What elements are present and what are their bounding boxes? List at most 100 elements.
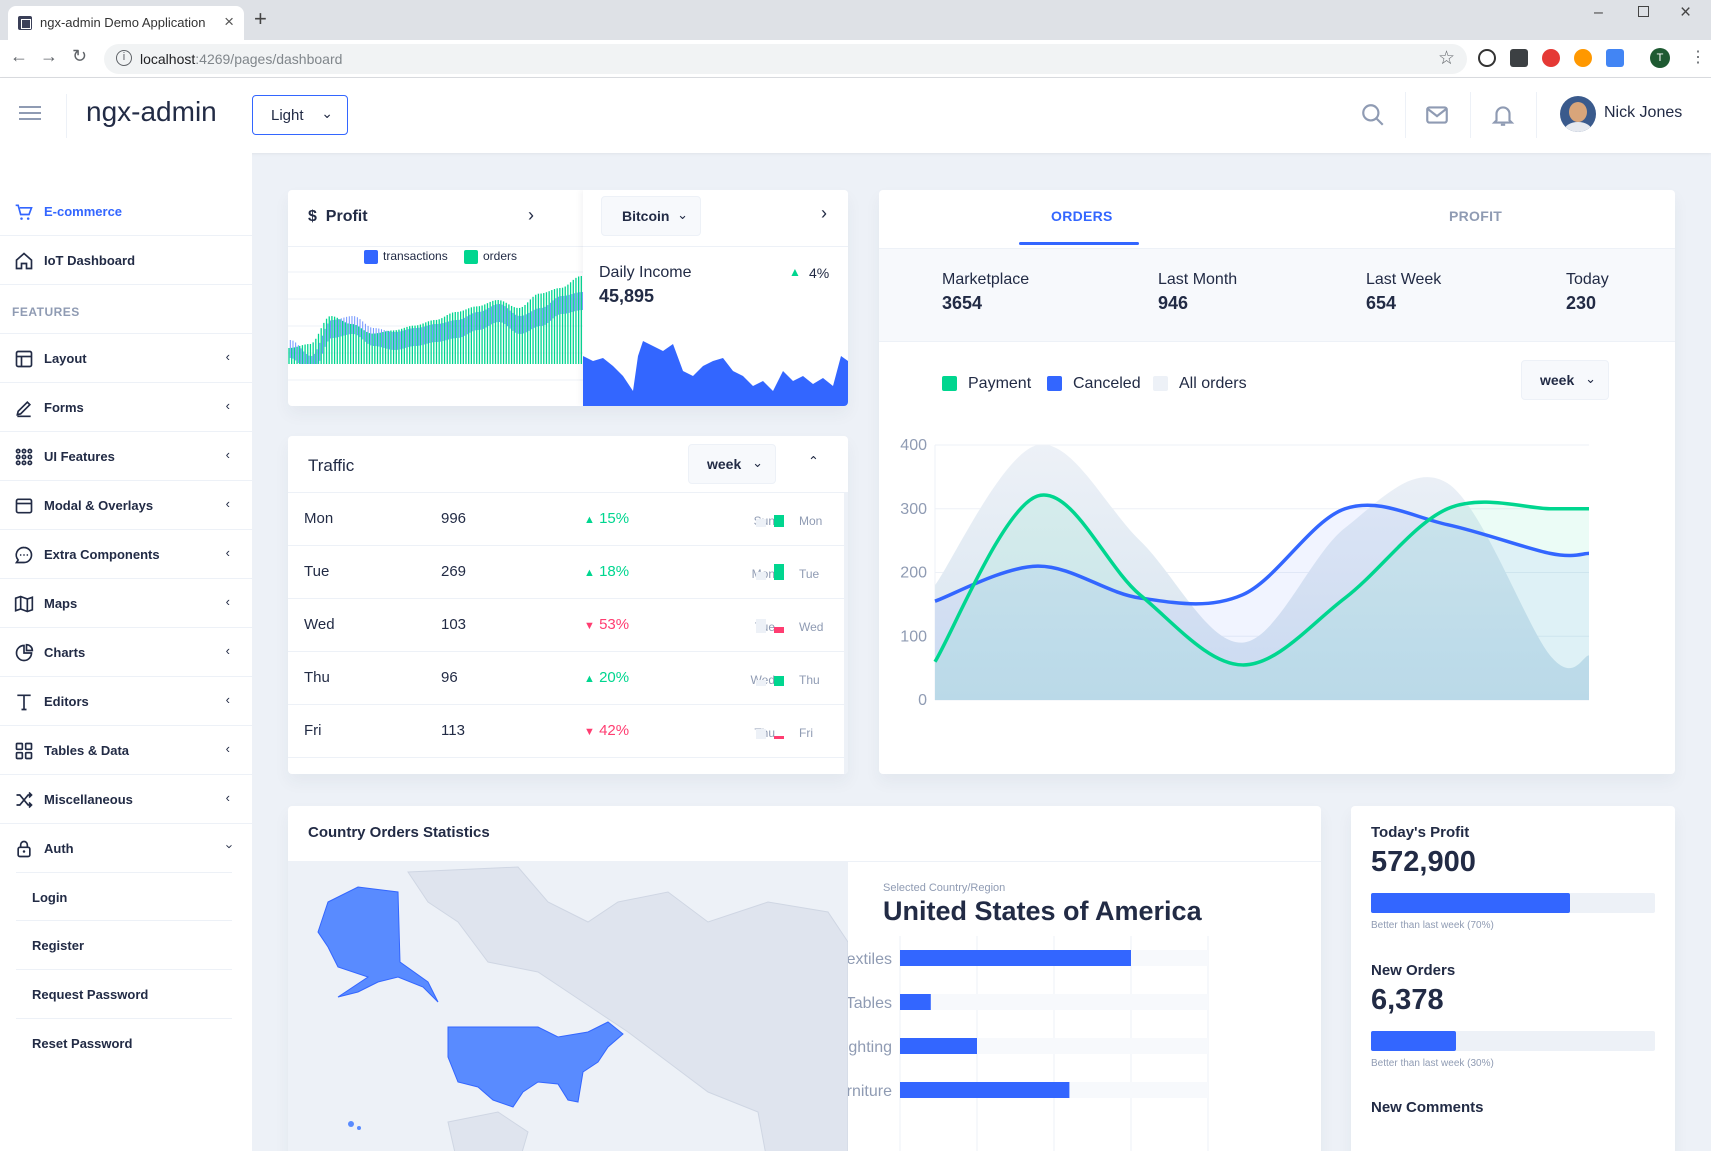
sidebar-subitem-label: Login <box>32 890 68 905</box>
bookmark-star-icon[interactable]: ☆ <box>1437 48 1455 69</box>
browser-tab[interactable]: ngx-admin Demo Application × <box>8 6 244 40</box>
features-group <box>0 285 252 334</box>
traffic-period-value: week <box>707 456 742 472</box>
menu-toggle-icon[interactable] <box>19 106 41 122</box>
chevron-left-icon: ‹ <box>225 692 230 707</box>
sidebar-item-label: Editors <box>44 694 89 709</box>
traffic-period-select[interactable]: week ⌄ <box>688 444 776 484</box>
country-divider <box>288 861 1321 862</box>
country-bar[interactable] <box>900 1082 1070 1098</box>
summary-marketplace: Marketplace 3654 <box>942 271 1029 314</box>
selected-region-label: Selected Country/Region <box>883 882 1006 894</box>
hawaii-region[interactable] <box>357 1126 361 1130</box>
chevron-down-icon: ⌄ <box>677 207 688 222</box>
sidebar-item-tables-data[interactable]: Tables & Data ‹ <box>0 726 252 775</box>
app-header: ngx-admin Light ⌄ Nick Jones <box>0 78 1711 153</box>
sidebar-item-label: Tables & Data <box>44 743 130 758</box>
extension-circle-icon[interactable] <box>1574 49 1592 67</box>
sidebar-item-layout[interactable]: Layout ‹ <box>0 334 252 383</box>
shuffle-icon <box>16 791 33 809</box>
traffic-title: Traffic <box>308 456 355 475</box>
sidebar-item-forms[interactable]: Forms ‹ <box>0 383 252 432</box>
sidebar-item-iot-dashboard[interactable]: IoT Dashboard <box>0 236 252 285</box>
sidebar-item-maps[interactable]: Maps ‹ <box>0 579 252 628</box>
orders-period-select[interactable]: week ⌄ <box>1521 360 1609 400</box>
traffic-from-day: Sun <box>715 514 775 528</box>
minimize-icon[interactable]: – <box>1594 4 1603 21</box>
browser-menu-icon[interactable]: ⋮ <box>1690 49 1706 66</box>
extension-clock-icon[interactable] <box>1478 49 1496 67</box>
back-icon[interactable]: ← <box>10 46 28 66</box>
traffic-from-day: Wed <box>715 673 775 687</box>
country-bar[interactable] <box>900 994 931 1010</box>
traffic-prev-bar <box>756 619 766 633</box>
country-bar[interactable] <box>900 1038 977 1054</box>
summary-value: 946 <box>1158 293 1189 313</box>
user-avatar[interactable] <box>1560 96 1596 132</box>
sidebar-item-label: UI Features <box>44 449 115 464</box>
country-bar[interactable] <box>900 950 1131 966</box>
chevron-right-icon[interactable]: › <box>821 203 827 223</box>
new-orders-title: New Orders <box>1371 962 1456 979</box>
chevron-down-icon: ⌄ <box>321 105 333 121</box>
sidebar-item-login[interactable]: Login <box>16 872 232 921</box>
chevron-down-icon: ⌄ <box>1585 371 1596 386</box>
sidebar-item-e-commerce[interactable]: E-commerce <box>0 187 252 236</box>
sidebar-item-auth[interactable]: Auth ‹ <box>0 824 252 873</box>
grid-4-icon <box>15 742 33 760</box>
theme-select[interactable]: Light ⌄ <box>252 95 348 135</box>
alaska-region[interactable] <box>317 886 439 1003</box>
sidebar-item-modal-overlays[interactable]: Modal & Overlays ‹ <box>0 481 252 530</box>
user-name[interactable]: Nick Jones <box>1604 104 1683 121</box>
traffic-day: Tue <box>304 563 330 580</box>
sidebar-item-extra-components[interactable]: Extra Components ‹ <box>0 530 252 579</box>
email-icon[interactable] <box>1424 102 1450 128</box>
chevron-up-icon[interactable]: ⌄ <box>808 453 819 468</box>
traffic-change: ▼ 53% <box>584 616 630 633</box>
traffic-to-day: Thu <box>799 673 820 687</box>
traffic-from-day: Tue <box>715 620 775 634</box>
extension-window-icon[interactable] <box>1510 49 1528 67</box>
header-separator <box>1405 92 1406 138</box>
address-bar[interactable]: i localhost:4269/pages/dashboard ☆ <box>104 44 1467 74</box>
close-tab-icon[interactable]: × <box>224 12 234 31</box>
chevron-left-icon: ‹ <box>225 643 230 658</box>
canceled-area <box>935 505 1589 700</box>
category-label: Furniture <box>848 1083 892 1100</box>
extension-shield-icon[interactable] <box>1542 49 1560 67</box>
chevron-right-icon[interactable]: › <box>528 205 534 225</box>
y-tick-label: 300 <box>900 501 927 518</box>
tab-orders[interactable]: ORDERS <box>1051 208 1113 224</box>
tab-profit[interactable]: PROFIT <box>1449 208 1503 224</box>
currency-select[interactable]: Bitcoin ⌄ <box>601 196 701 236</box>
usa-region[interactable] <box>447 1021 624 1108</box>
world-map[interactable] <box>288 862 849 1151</box>
brand-title[interactable]: ngx-admin <box>86 96 217 127</box>
traffic-scrollbar[interactable] <box>844 492 848 774</box>
chevron-left-icon: ‹ <box>225 496 230 511</box>
daily-income-chart <box>583 341 848 406</box>
sidebar-item-charts[interactable]: Charts ‹ <box>0 628 252 677</box>
sidebar-item-reset-password[interactable]: Reset Password <box>16 1019 232 1068</box>
sidebar-item-register[interactable]: Register <box>16 921 232 970</box>
forward-icon[interactable]: → <box>40 46 58 66</box>
sidebar-item-editors[interactable]: Editors ‹ <box>0 677 252 726</box>
maximize-icon[interactable] <box>1638 6 1649 17</box>
extension-tree-icon[interactable] <box>1606 49 1624 67</box>
sidebar-item-request-password[interactable]: Request Password <box>16 970 232 1019</box>
site-info-icon[interactable]: i <box>116 50 132 66</box>
new-tab-button[interactable]: + <box>254 6 267 31</box>
search-icon[interactable] <box>1360 102 1386 128</box>
legend-transactions-swatch <box>364 250 378 264</box>
profit-card-title: $ Profit <box>308 208 368 225</box>
hawaii-region[interactable] <box>348 1121 354 1127</box>
traffic-from-day: Mon <box>715 567 775 581</box>
sidebar-item-ui-features[interactable]: UI Features ‹ <box>0 432 252 481</box>
profile-avatar[interactable]: T <box>1650 48 1670 68</box>
reload-icon[interactable]: ↻ <box>72 46 88 66</box>
bell-icon[interactable] <box>1490 102 1516 128</box>
triangle-down-icon: ▼ <box>584 620 595 632</box>
sidebar-item-miscellaneous[interactable]: Miscellaneous ‹ <box>0 775 252 824</box>
close-window-icon[interactable]: × <box>1680 2 1692 23</box>
traffic-cur-bar <box>774 676 784 686</box>
